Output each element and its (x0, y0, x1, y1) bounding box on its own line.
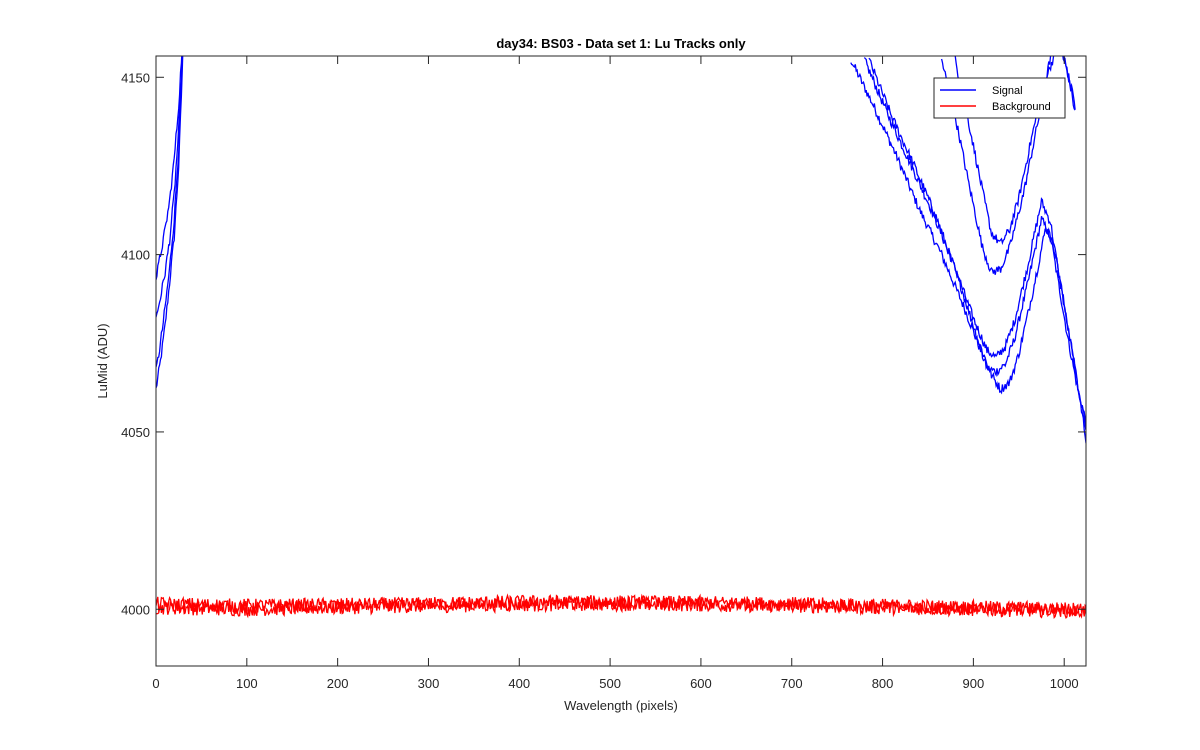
x-tick-label: 300 (418, 676, 440, 691)
signal-line-2-right (863, 57, 1086, 431)
x-tick-label: 200 (327, 676, 349, 691)
y-tick-label: 4050 (121, 425, 150, 440)
x-tick-label: 0 (152, 676, 159, 691)
x-axis-label: Wavelength (pixels) (564, 698, 678, 713)
signal-line-1-right (850, 62, 1086, 426)
y-axis-label: LuMid (ADU) (95, 323, 110, 398)
x-tick-label: 100 (236, 676, 258, 691)
y-tick-label: 4100 (121, 248, 150, 263)
signal-line-4-right (954, 56, 1076, 246)
x-tick-label: 500 (599, 676, 621, 691)
y-tick-label: 4150 (121, 70, 150, 85)
legend: Signal Background (933, 77, 1066, 119)
legend-label-signal: Signal (992, 85, 1023, 97)
signal-line-3-right (868, 57, 1086, 444)
signal-line-4-left (156, 56, 183, 280)
plot-area (156, 56, 1086, 666)
x-tick-label: 800 (872, 676, 894, 691)
x-tick-label: 600 (690, 676, 712, 691)
x-tick-label: 700 (781, 676, 803, 691)
x-tick-label: 1000 (1050, 676, 1079, 691)
signal-line-5-right (940, 56, 1076, 275)
background-line-1 (156, 594, 1086, 620)
chart-title: day34: BS03 - Data set 1: Lu Tracks only (496, 36, 746, 51)
axis-ticks: 0 100 200 300 400 500 600 700 800 900 1000 4000 4050… (121, 56, 1086, 691)
signal-line-2-left (156, 56, 183, 368)
legend-box (933, 77, 1066, 119)
axes-box (155, 55, 1087, 667)
x-tick-label: 900 (963, 676, 985, 691)
signal-line-3-left (156, 56, 183, 318)
legend-label-background: Background (992, 101, 1051, 113)
signal-line-1-left (156, 56, 184, 389)
data-lines (156, 56, 1086, 620)
x-tick-label: 400 (508, 676, 530, 691)
y-tick-label: 4000 (121, 602, 150, 617)
background-line-2 (156, 593, 1086, 618)
